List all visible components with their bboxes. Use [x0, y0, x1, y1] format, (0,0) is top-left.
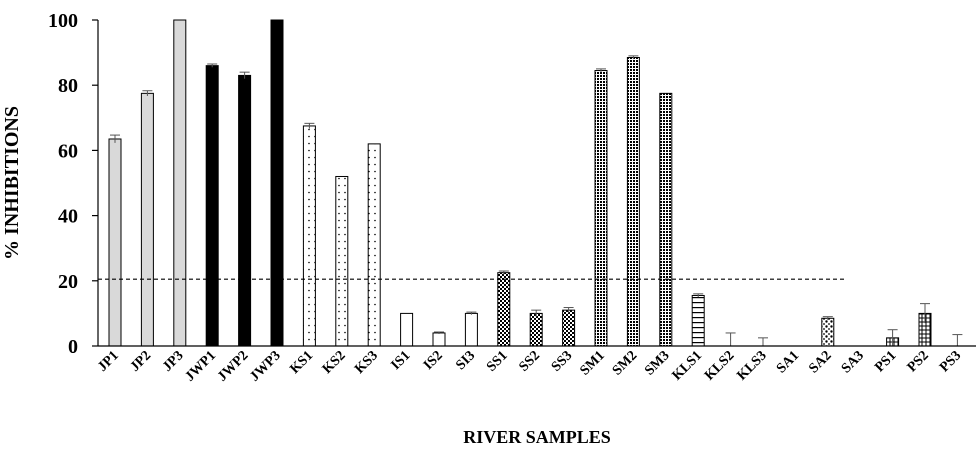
x-axis-title: RIVER SAMPLES [463, 427, 611, 447]
bar-JP3 [173, 19, 187, 347]
bar-JP2 [140, 92, 154, 347]
x-tick-label-KS1: KS1 [287, 348, 316, 377]
y-tick-label: 20 [58, 271, 78, 293]
x-tick-label-KS3: KS3 [352, 348, 381, 377]
x-tick-label-PS1: PS1 [872, 348, 899, 375]
x-tick-label-SI3: SI3 [453, 348, 478, 373]
bar-SI3 [464, 312, 478, 347]
x-tick-label-JP2: JP2 [128, 348, 155, 375]
y-tick-label: 100 [48, 10, 78, 32]
y-axis-ticks: 0 20 40 60 80 100 [48, 10, 98, 358]
y-tick-label: 0 [68, 336, 78, 358]
bar-IS2 [432, 332, 446, 347]
x-tick-label-KLS1: KLS1 [670, 348, 705, 383]
x-tick-label-JP3: JP3 [160, 348, 187, 375]
x-tick-label-SS2: SS2 [516, 348, 543, 375]
bar-KS2 [335, 175, 349, 347]
x-tick-label-SS3: SS3 [549, 348, 576, 375]
x-tick-label-JWP2: JWP2 [215, 348, 251, 384]
bar-JP1 [108, 138, 122, 347]
y-tick-label: 60 [58, 140, 78, 162]
x-tick-label-SM1: SM1 [577, 348, 607, 378]
x-tick-label-JP1: JP1 [95, 348, 122, 375]
bar-IS1 [400, 312, 414, 347]
x-tick-label-IS2: IS2 [421, 348, 446, 373]
x-tick-label-SA1: SA1 [774, 348, 802, 376]
x-tick-label-JWP3: JWP3 [247, 348, 283, 384]
bar-KS1 [302, 125, 316, 347]
x-tick-label-JWP1: JWP1 [183, 348, 219, 384]
bar-JWP1 [205, 65, 219, 347]
x-tick-label-KLS2: KLS2 [702, 348, 737, 383]
x-tick-label-PS3: PS3 [937, 348, 964, 375]
y-tick-label: 80 [58, 75, 78, 97]
x-tick-label-SA3: SA3 [839, 348, 867, 376]
bar-JWP2 [238, 74, 252, 347]
x-tick-label-KLS3: KLS3 [734, 348, 769, 383]
bar-JWP3 [270, 19, 284, 347]
y-tick-label: 40 [58, 206, 78, 228]
x-tick-label-SM2: SM2 [610, 348, 640, 378]
x-tick-label-SA2: SA2 [806, 348, 834, 376]
bars [108, 19, 932, 347]
x-tick-label-SM3: SM3 [642, 348, 672, 378]
bar-SM3 [659, 92, 673, 347]
x-tick-label-IS1: IS1 [389, 348, 414, 373]
bar-SS3 [562, 309, 576, 347]
error-bars [110, 55, 963, 346]
x-tick-label-KS2: KS2 [320, 348, 349, 377]
y-axis-title: % INHIBITIONS [1, 106, 23, 260]
bar-KLS1 [691, 294, 705, 347]
bar-SS1 [497, 272, 511, 347]
bar-KS3 [367, 143, 381, 347]
bar-SM1 [594, 70, 608, 347]
x-tick-label-PS2: PS2 [905, 348, 932, 375]
bar-SA2 [821, 317, 835, 347]
x-tick-label-SS1: SS1 [484, 348, 511, 375]
bar-SS2 [529, 312, 543, 347]
bar-SM2 [626, 56, 640, 347]
